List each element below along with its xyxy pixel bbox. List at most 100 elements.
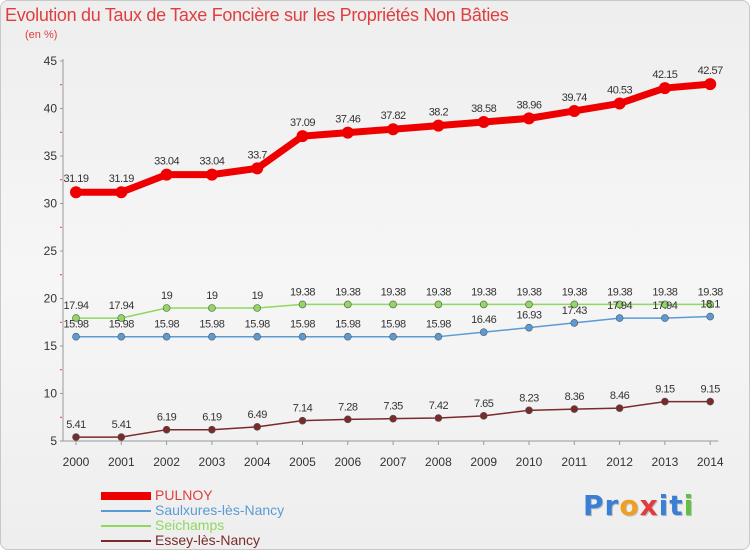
series-2-data-label: 19.38 xyxy=(698,286,723,298)
series-2-data-label: 17.94 xyxy=(109,300,134,312)
series-2-point xyxy=(343,300,352,309)
series-3-point xyxy=(389,414,397,423)
legend-swatch-seichamps xyxy=(101,525,151,527)
series-3-point xyxy=(525,406,533,415)
series-2-data-label: 19 xyxy=(161,290,173,302)
series-0-data-label: 38.2 xyxy=(429,107,449,119)
series-1-data-label: 18.1 xyxy=(700,299,720,311)
series-2-data-label: 19.38 xyxy=(290,286,315,298)
series-1-point xyxy=(615,314,624,322)
series-1-point xyxy=(343,332,352,341)
proxiti-logo: Proxiti xyxy=(583,489,694,522)
y-axis-unit-label: (en %) xyxy=(25,29,58,41)
series-2-point xyxy=(389,300,397,309)
series-0-point xyxy=(296,130,309,143)
series-0-point xyxy=(477,115,490,128)
series-2-point xyxy=(208,304,216,312)
series-1-data-label: 15.98 xyxy=(426,319,451,331)
x-tick-label: 2006 xyxy=(334,455,361,469)
y-tick-label: 30 xyxy=(44,197,58,211)
series-0-point xyxy=(70,186,82,199)
series-0-data-label: 38.58 xyxy=(471,103,496,115)
series-1-point xyxy=(117,332,126,341)
series-2-data-label: 19 xyxy=(206,290,218,302)
series-3-point xyxy=(72,433,80,441)
series-3-data-label: 5.41 xyxy=(66,419,86,431)
series-2-data-label: 17.94 xyxy=(63,300,88,312)
series-3-data-label: 9.15 xyxy=(655,384,675,396)
series-0-data-label: 33.04 xyxy=(199,156,224,168)
series-3-point xyxy=(298,416,307,425)
series-2-point xyxy=(298,300,307,309)
series-3-point xyxy=(117,433,126,441)
y-tick-label: 5 xyxy=(50,434,57,448)
series-2-point xyxy=(117,314,126,322)
series-0-point xyxy=(341,126,354,139)
series-1-point xyxy=(208,332,216,341)
series-0-data-label: 39.74 xyxy=(562,92,587,104)
x-tick-label: 2009 xyxy=(470,455,497,469)
x-tick-label: 2011 xyxy=(561,455,587,469)
series-1-point xyxy=(661,314,669,322)
series-3-data-label: 6.19 xyxy=(157,412,177,424)
logo-letter: t xyxy=(669,489,684,522)
series-0-point xyxy=(568,104,581,117)
series-3-point xyxy=(434,414,443,422)
y-tick-label: 20 xyxy=(44,292,58,306)
series-1-point xyxy=(389,332,397,341)
y-tick-label: 10 xyxy=(44,387,58,401)
series-0-data-label: 33.04 xyxy=(154,156,179,168)
x-tick-label: 2012 xyxy=(606,455,633,469)
series-2-data-label: 19.38 xyxy=(516,286,541,298)
series-0-data-label: 31.19 xyxy=(109,173,134,185)
series-0-point xyxy=(251,162,264,175)
logo-letter: r xyxy=(604,489,620,522)
series-1-point xyxy=(162,332,171,341)
series-0-data-label: 37.82 xyxy=(381,110,406,122)
series-3-data-label: 7.65 xyxy=(474,398,494,410)
series-2-point xyxy=(72,314,80,322)
series-1-data-label: 15.98 xyxy=(63,319,88,331)
series-2 xyxy=(72,300,715,322)
axes: 5 10 15 20 25 30 35 40 45 2000 2001 2002 2003 2004 200… xyxy=(44,54,724,469)
series-0-data-label: 33.7 xyxy=(247,149,267,161)
series-1-data-label: 16.46 xyxy=(471,314,496,326)
series-2-data-label: 19.38 xyxy=(652,286,677,298)
series-3-point xyxy=(570,405,579,413)
series-2-data-label: 19.38 xyxy=(562,286,587,298)
series-0-point xyxy=(387,123,400,136)
x-tick-label: 2008 xyxy=(425,455,452,469)
x-tick-label: 2004 xyxy=(244,455,271,469)
series-0-point xyxy=(205,168,218,181)
series-0-data-label: 31.19 xyxy=(63,173,88,185)
series-1-data-label: 15.98 xyxy=(154,319,179,331)
series-1-point xyxy=(72,332,80,341)
series-1-data-label: 16.93 xyxy=(516,310,541,322)
logo-letter: P xyxy=(583,489,605,522)
y-tick-label: 40 xyxy=(44,102,58,116)
series-1-data-label: 15.98 xyxy=(199,319,224,331)
series-2-data-label: 19.38 xyxy=(335,286,360,298)
series-0-point xyxy=(160,168,173,181)
series-3-point xyxy=(661,397,669,406)
series-1-data-label: 15.98 xyxy=(245,319,270,331)
logo-letter: x xyxy=(639,489,659,522)
legend-swatch-pulnoy xyxy=(101,492,151,500)
x-tick-label: 2010 xyxy=(516,455,543,469)
series-0-data-label: 38.96 xyxy=(516,99,541,111)
series-3-data-label: 5.41 xyxy=(112,419,132,431)
series-1-data-label: 15.98 xyxy=(109,319,134,331)
x-tick-label: 2003 xyxy=(199,455,226,469)
y-tick-label: 25 xyxy=(44,244,58,258)
x-tick-label: 2013 xyxy=(652,455,679,469)
logo-letter: i xyxy=(658,489,670,522)
series-3-data-label: 6.19 xyxy=(202,412,222,424)
series-2-point xyxy=(661,300,669,309)
logo-letter: i xyxy=(683,489,695,522)
legend-swatch-saulxures xyxy=(101,510,151,512)
series-2-point xyxy=(570,300,579,309)
series-0-point xyxy=(704,78,717,91)
series-2-point xyxy=(525,300,533,309)
series-0-data-label: 37.09 xyxy=(290,117,315,129)
